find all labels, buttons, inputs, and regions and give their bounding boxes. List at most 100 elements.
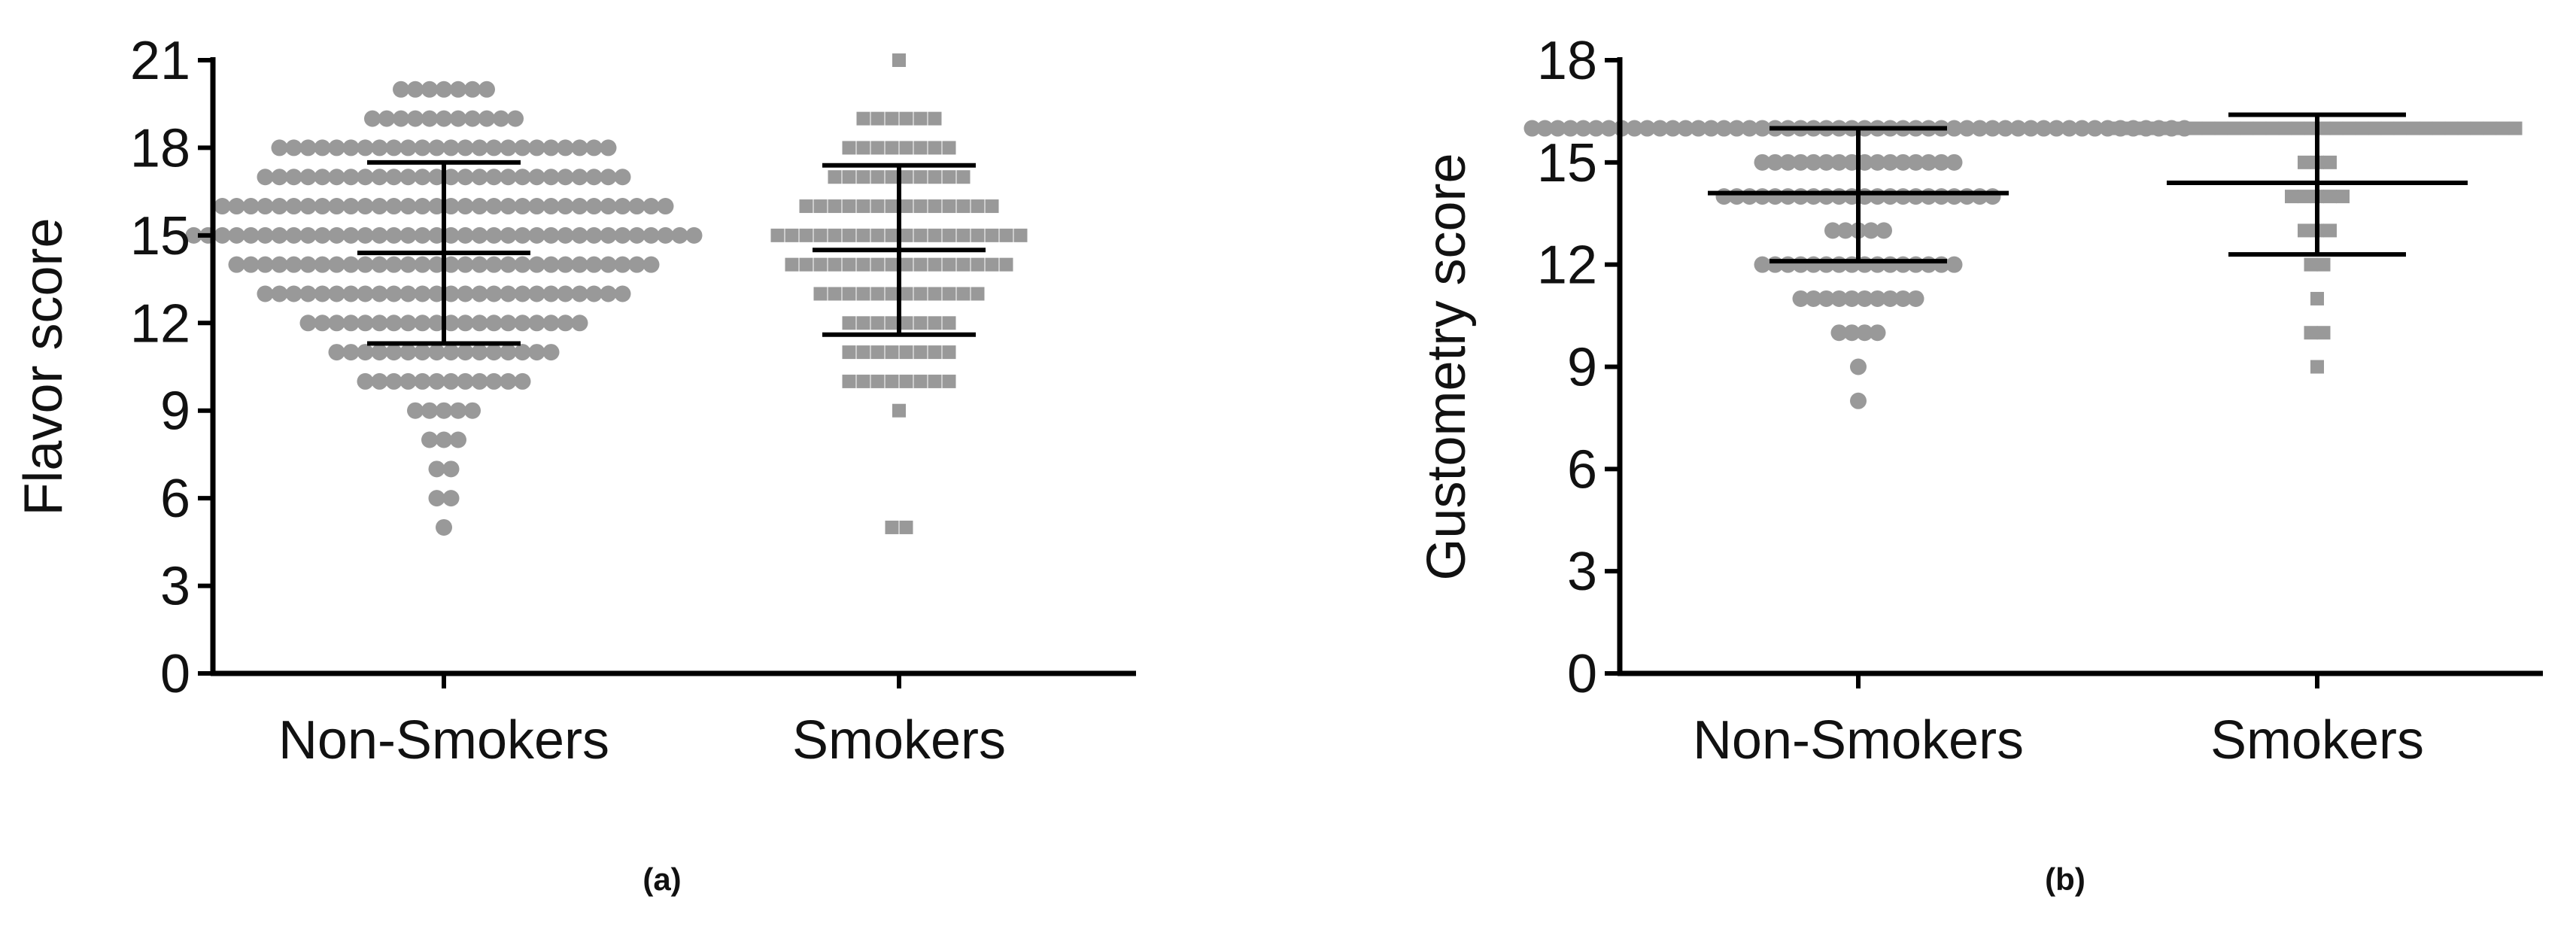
data-point-dot: [457, 372, 474, 390]
data-point-dot: [357, 169, 374, 186]
data-point-dot: [371, 256, 388, 273]
data-point-dot: [285, 226, 302, 244]
data-point-dot: [1907, 153, 1924, 171]
data-point-square: [892, 403, 906, 418]
data-point-dot: [442, 285, 460, 302]
data-point-dot: [285, 285, 302, 302]
data-point-dot: [1805, 290, 1822, 307]
data-point-dot: [357, 344, 374, 361]
data-point-square: [842, 228, 856, 242]
data-point-dot: [1850, 392, 1867, 409]
data-point-dot: [528, 226, 545, 244]
data-point-dot: [557, 169, 574, 186]
data-point-dot: [271, 139, 288, 157]
data-point-dot: [299, 226, 317, 244]
y-tick-label: 9: [1567, 338, 1597, 398]
data-point-dot: [528, 256, 545, 273]
data-point-square: [2380, 121, 2395, 135]
data-point-dot: [2022, 120, 2040, 137]
data-point-dot: [428, 490, 445, 507]
data-point-square: [2298, 155, 2311, 169]
data-point-dot: [514, 169, 531, 186]
data-point-dot: [471, 139, 488, 157]
data-point-dot: [514, 139, 531, 157]
data-point-dot: [328, 285, 345, 302]
data-point-dot: [385, 344, 402, 361]
data-point-square: [928, 287, 942, 301]
data-point-dot: [485, 169, 503, 186]
data-point-dot: [1651, 120, 1669, 137]
data-point-square: [2336, 190, 2350, 204]
data-point-square: [2419, 121, 2433, 135]
data-point-square: [985, 228, 999, 242]
data-point-square: [885, 520, 899, 534]
data-point-dot: [500, 139, 517, 157]
data-point-dot: [414, 139, 431, 157]
data-point-dot: [299, 285, 317, 302]
data-point-dot: [600, 226, 617, 244]
data-point-dot: [442, 139, 460, 157]
data-point-dot: [2048, 120, 2065, 137]
data-point-square: [892, 53, 906, 67]
data-point-square: [813, 257, 828, 272]
data-point-dot: [1876, 222, 1892, 239]
data-point-dot: [485, 285, 503, 302]
data-point-dot: [299, 315, 317, 332]
data-point-square: [928, 170, 942, 184]
data-point-dot: [299, 139, 317, 157]
data-point-dot: [257, 285, 274, 302]
data-point-square: [2291, 121, 2305, 135]
data-point-square: [2304, 257, 2318, 272]
data-point-dot: [442, 198, 460, 215]
data-point-square: [2150, 121, 2164, 135]
data-point-square: [856, 257, 870, 272]
y-tick-label: 3: [160, 557, 190, 617]
data-point-square: [2304, 121, 2318, 135]
data-point-dot: [342, 198, 360, 215]
data-point-square: [2323, 223, 2337, 238]
data-point-dot: [585, 256, 603, 273]
data-point-square: [999, 228, 1013, 242]
panel-label: (b): [2045, 862, 2085, 897]
data-point-dot: [328, 226, 345, 244]
data-point-square: [2285, 190, 2298, 204]
data-point-dot: [485, 344, 503, 361]
data-point-dot: [357, 226, 374, 244]
panel-a-flavor-chart: 0 3 6 9 12 15 18 21 Non-Smokers Smokers Flavor sco…: [14, 31, 1136, 897]
data-point-dot: [1946, 153, 1963, 171]
data-point-dot: [271, 226, 288, 244]
data-point-dot: [1830, 153, 1848, 171]
data-point-square: [842, 374, 856, 388]
data-point-dot: [500, 372, 517, 390]
data-point-square: [885, 374, 899, 388]
data-point-square: [2298, 223, 2311, 238]
data-point-dot: [393, 81, 409, 98]
panel-b-gustometry-chart: 0 3 6 9 12 15 18 Non-Smokers Smokers Gustometry s…: [1417, 31, 2543, 897]
data-point-dot: [600, 198, 617, 215]
data-point-square: [942, 228, 956, 242]
data-point-dot: [450, 110, 466, 127]
data-point-square: [956, 287, 971, 301]
data-point-square: [928, 345, 942, 360]
data-point-dot: [407, 402, 424, 419]
data-point-dot: [457, 139, 474, 157]
data-point-square: [928, 257, 942, 272]
data-point-square: [828, 287, 842, 301]
data-point-dot: [399, 372, 417, 390]
data-point-dot: [542, 256, 560, 273]
data-point-dot: [464, 402, 481, 419]
data-point-dot: [385, 139, 402, 157]
data-point-dot: [364, 110, 381, 127]
data-point-dot: [314, 169, 331, 186]
data-point-dot: [1741, 120, 1758, 137]
data-point-square: [2112, 121, 2126, 135]
data-point-dot: [514, 372, 531, 390]
data-point-dot: [528, 198, 545, 215]
data-point-dot: [2073, 120, 2091, 137]
data-point-square: [899, 111, 913, 126]
data-point-dot: [500, 256, 517, 273]
y-tick-label: 18: [130, 118, 190, 178]
data-point-dot: [1997, 120, 2014, 137]
data-point-dot: [399, 256, 417, 273]
data-point-dot: [342, 285, 360, 302]
